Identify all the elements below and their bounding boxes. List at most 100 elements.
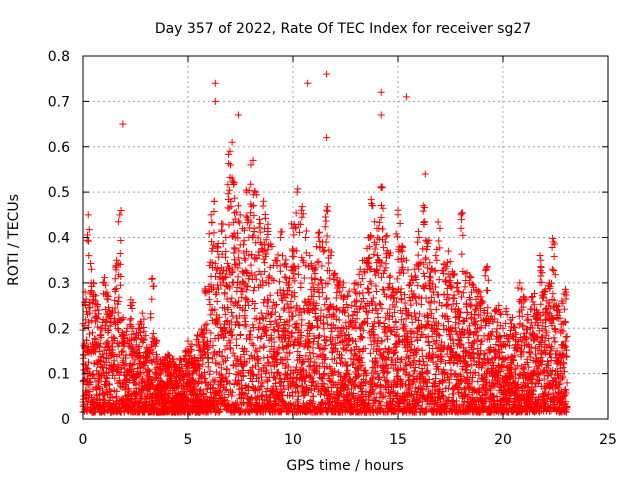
- data-point: [210, 229, 218, 237]
- data-point: [264, 296, 272, 304]
- data-point: [114, 298, 122, 306]
- data-point: [232, 335, 240, 343]
- data-point: [259, 281, 267, 289]
- data-point: [427, 299, 435, 307]
- data-point: [237, 385, 245, 393]
- data-point: [227, 298, 235, 306]
- data-point: [307, 373, 315, 381]
- data-point: [307, 354, 315, 362]
- data-point: [227, 161, 235, 169]
- data-point: [149, 330, 157, 338]
- data-point: [299, 210, 307, 218]
- data-point: [267, 321, 275, 329]
- data-point: [292, 363, 300, 371]
- data-point: [145, 350, 153, 358]
- data-point: [94, 315, 102, 323]
- data-point: [223, 259, 231, 267]
- data-point: [253, 355, 261, 363]
- data-point: [307, 261, 315, 269]
- data-point: [380, 244, 388, 252]
- data-point: [130, 360, 138, 368]
- data-point: [214, 285, 222, 293]
- data-point: [414, 282, 422, 290]
- data-point: [274, 359, 282, 367]
- data-point: [250, 228, 258, 236]
- data-point: [223, 397, 231, 405]
- data-point: [256, 219, 264, 227]
- data-point: [372, 287, 380, 295]
- data-point: [137, 370, 145, 378]
- data-point: [383, 232, 391, 240]
- data-point: [211, 260, 219, 268]
- data-point: [214, 265, 222, 273]
- data-point: [260, 299, 268, 307]
- data-point: [321, 223, 329, 231]
- data-point: [280, 376, 288, 384]
- data-point: [256, 228, 264, 236]
- data-point: [111, 296, 119, 304]
- data-point: [230, 244, 238, 252]
- data-point: [234, 234, 242, 242]
- data-point: [278, 228, 286, 236]
- data-point: [255, 326, 263, 334]
- data-point: [287, 266, 295, 274]
- data-point: [251, 300, 259, 308]
- data-point: [201, 321, 209, 329]
- data-point: [147, 310, 155, 318]
- data-point: [297, 340, 305, 348]
- data-point: [240, 361, 248, 369]
- data-point: [323, 336, 331, 344]
- data-point: [243, 295, 251, 303]
- data-point: [282, 294, 290, 302]
- data-point: [459, 209, 467, 217]
- data-point: [216, 388, 223, 396]
- data-point: [243, 383, 251, 391]
- data-point: [315, 258, 323, 266]
- data-point: [206, 300, 214, 308]
- data-point: [97, 333, 105, 341]
- data-point: [93, 313, 101, 321]
- data-point: [304, 342, 312, 350]
- data-point: [119, 347, 127, 355]
- data-point: [323, 232, 331, 240]
- data-point: [151, 339, 159, 347]
- data-point: [194, 393, 202, 401]
- data-point: [187, 345, 195, 353]
- data-point: [217, 364, 225, 372]
- data-point: [305, 300, 313, 308]
- data-point: [237, 330, 244, 338]
- data-point: [302, 352, 310, 360]
- data-point: [257, 334, 265, 342]
- data-point: [176, 377, 184, 385]
- data-point: [293, 247, 301, 255]
- data-point: [376, 300, 384, 308]
- data-point: [481, 272, 489, 280]
- data-point: [325, 259, 333, 267]
- data-point: [281, 260, 289, 268]
- data-point: [196, 343, 204, 351]
- data-point: [112, 392, 120, 400]
- data-point: [208, 219, 216, 227]
- data-point: [319, 359, 327, 367]
- data-point: [97, 332, 105, 340]
- data-point: [421, 204, 429, 212]
- data-point: [323, 294, 331, 302]
- data-point: [263, 302, 271, 310]
- data-point: [251, 187, 259, 195]
- data-point: [116, 260, 124, 268]
- data-point: [124, 384, 132, 392]
- chart-title: Day 357 of 2022, Rate Of TEC Index for r…: [155, 21, 531, 37]
- data-point: [239, 362, 247, 370]
- data-point: [376, 218, 384, 226]
- data-point: [320, 380, 328, 388]
- data-point: [128, 361, 136, 369]
- data-point: [222, 273, 230, 281]
- data-point: [164, 350, 172, 358]
- data-point: [234, 273, 242, 281]
- data-point: [309, 292, 317, 300]
- data-point: [85, 318, 93, 326]
- data-point: [247, 180, 255, 188]
- data-point: [300, 274, 308, 282]
- data-point: [95, 383, 103, 391]
- data-point: [386, 273, 394, 281]
